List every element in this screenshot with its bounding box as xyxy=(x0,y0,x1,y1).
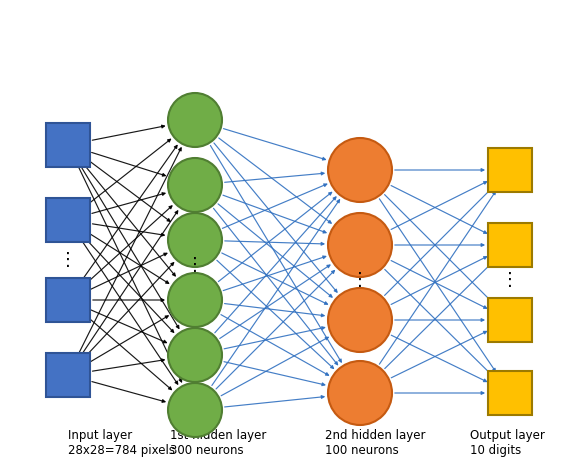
Circle shape xyxy=(328,138,392,202)
Text: ⋮: ⋮ xyxy=(186,256,204,274)
Bar xyxy=(46,198,90,242)
Bar xyxy=(46,123,90,167)
Text: 1st hidden layer
300 neurons: 1st hidden layer 300 neurons xyxy=(170,429,267,457)
Text: ⋮: ⋮ xyxy=(501,271,519,289)
Bar xyxy=(488,148,532,192)
Bar xyxy=(488,371,532,415)
Text: 2nd hidden layer
100 neurons: 2nd hidden layer 100 neurons xyxy=(325,429,425,457)
Circle shape xyxy=(328,288,392,352)
Circle shape xyxy=(168,93,222,147)
Text: Input layer
28x28=784 pixels: Input layer 28x28=784 pixels xyxy=(68,429,175,457)
Bar xyxy=(46,353,90,397)
Bar xyxy=(46,278,90,322)
Text: ⋮: ⋮ xyxy=(59,251,77,269)
Circle shape xyxy=(168,328,222,382)
Circle shape xyxy=(168,273,222,327)
Circle shape xyxy=(328,361,392,425)
Circle shape xyxy=(168,213,222,267)
Bar xyxy=(488,223,532,267)
Bar xyxy=(488,298,532,342)
Circle shape xyxy=(168,158,222,212)
Text: Output layer
10 digits: Output layer 10 digits xyxy=(470,429,545,457)
Circle shape xyxy=(168,383,222,437)
Text: ⋮: ⋮ xyxy=(351,271,369,289)
Circle shape xyxy=(328,213,392,277)
